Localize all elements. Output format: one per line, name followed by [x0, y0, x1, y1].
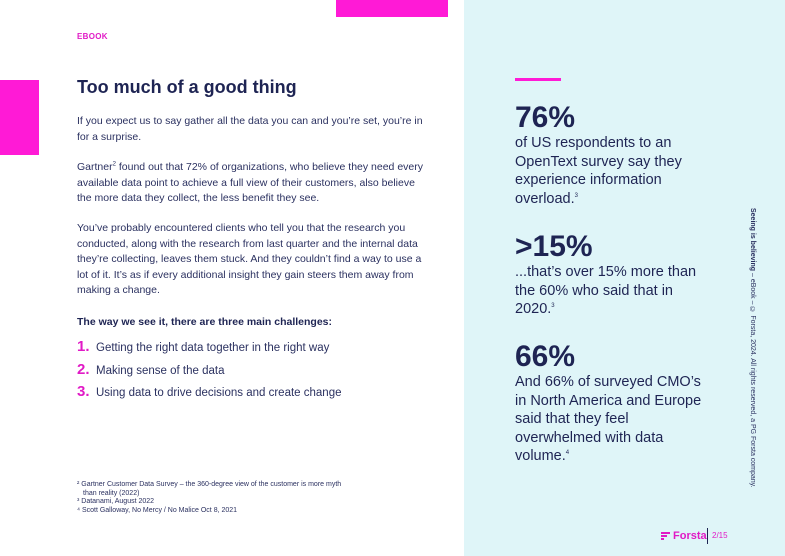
- challenge-text: Making sense of the data: [96, 364, 225, 377]
- stat-block: 76% of US respondents to an OpenText sur…: [515, 102, 715, 208]
- gartner-text-start: Gartner: [77, 161, 113, 173]
- clients-paragraph: You’ve probably encountered clients who …: [77, 222, 422, 296]
- logo-text: Forsta: [673, 530, 707, 542]
- copyright-notice: – eBook – © Forsta, 2024. All rights res…: [749, 271, 756, 488]
- gartner-paragraph: Gartner2 found out that 72% of organizat…: [77, 160, 432, 207]
- challenge-number: 3.: [77, 383, 90, 400]
- challenge-list: 1. Getting the right data together in th…: [77, 338, 437, 406]
- stat-value: >15%: [515, 230, 593, 263]
- challenge-item: 2. Making sense of the data: [77, 361, 437, 384]
- ebook-label: EBOOK: [77, 32, 108, 41]
- footnote-ref-2: 2: [112, 161, 116, 168]
- stat-value: 66%: [515, 340, 576, 373]
- page-number: 2/15: [712, 531, 728, 540]
- challenge-item: 3. Using data to drive decisions and cre…: [77, 383, 437, 406]
- stat-description: of US respondents to an OpenText survey …: [515, 135, 682, 207]
- right-panel: [464, 0, 785, 556]
- challenges-heading: The way we see it, there are three main …: [77, 316, 333, 328]
- stat-description: ...that’s over 15% more than the 60% who…: [515, 264, 697, 317]
- stats-accent-line: [515, 78, 561, 81]
- side-accent-block: [0, 80, 39, 155]
- stat-block: 66% And 66% of surveyed CMO’s in North A…: [515, 341, 715, 466]
- page-separator: [707, 528, 708, 544]
- gartner-text-rest: found out that 72% of organizations, who…: [77, 161, 423, 204]
- challenge-number: 2.: [77, 360, 90, 378]
- footnote-2: ² Gartner Customer Data Survey – the 360…: [77, 481, 342, 488]
- top-accent-bar: [336, 0, 448, 17]
- copyright-sidebar: Seeing is believing – eBook – © Forsta, …: [749, 208, 756, 488]
- stat-value: 76%: [515, 101, 576, 134]
- ebook-series-title: Seeing is believing: [749, 208, 756, 272]
- challenge-text: Using data to drive decisions and create…: [96, 387, 342, 399]
- footnote-3: ³ Datanami, August 2022: [77, 498, 155, 506]
- footnote-2-continued: than reality (2022): [83, 489, 140, 497]
- challenge-item: 1. Getting the right data together in th…: [77, 338, 437, 361]
- challenge-number: 1.: [77, 338, 90, 355]
- forsta-logo: Forsta: [661, 530, 707, 542]
- page-title: Too much of a good thing: [77, 77, 297, 97]
- stat-footnote-ref: 3: [551, 303, 555, 310]
- challenge-text: Getting the right data together in the r…: [96, 342, 330, 354]
- intro-paragraph: If you expect us to say gather all the d…: [77, 115, 423, 143]
- stat-footnote-ref: 4: [565, 450, 570, 457]
- stat-description: And 66% of surveyed CMO’s in North Ameri…: [515, 374, 702, 464]
- left-panel: [0, 0, 464, 556]
- stat-text: of US respondents to an OpenText survey …: [515, 134, 715, 208]
- forsta-logo-icon: [661, 531, 671, 541]
- stat-block: >15% ...that’s over 15% more than the 60…: [515, 231, 715, 319]
- footnotes: ² Gartner Customer Data Survey – the 360…: [77, 481, 417, 515]
- stat-text: And 66% of surveyed CMO’s in North Ameri…: [515, 373, 715, 466]
- stat-text: ...that’s over 15% more than the 60% who…: [515, 263, 715, 319]
- stat-footnote-ref: 3: [574, 192, 578, 199]
- footnote-4: ⁴ Scott Galloway, No Mercy / No Malice O…: [77, 506, 238, 514]
